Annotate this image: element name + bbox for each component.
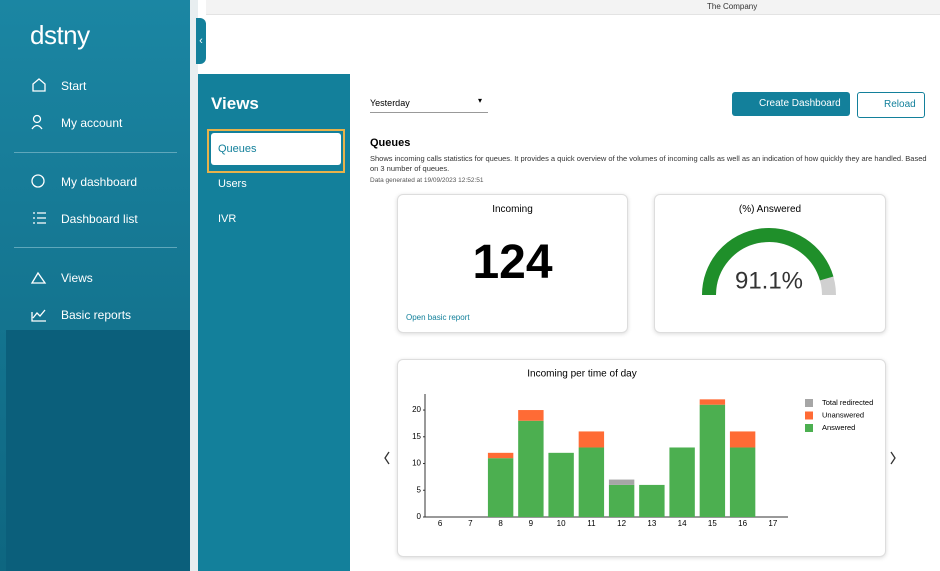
legend-swatch (805, 424, 813, 432)
nav-item[interactable]: My account (61, 116, 123, 130)
bar-segment (518, 420, 544, 517)
chart-title: Incoming per time of day (527, 369, 637, 380)
y-tick-label: 20 (412, 405, 421, 414)
gauge-value: 91.1% (735, 267, 803, 294)
x-tick-label: 16 (738, 519, 747, 528)
x-tick-label: 13 (647, 519, 656, 528)
legend-label: Total redirected (822, 398, 873, 407)
selected-item (211, 133, 341, 165)
divider (190, 0, 198, 571)
incoming-value: 124 (472, 236, 553, 289)
y-tick-label: 5 (417, 485, 422, 494)
bar-segment (608, 484, 635, 517)
x-tick-label: 17 (768, 519, 777, 528)
section-description: Shows incoming calls statistics for queu… (370, 154, 927, 173)
bar-segment (548, 452, 574, 517)
bar-segment (487, 452, 514, 459)
view-item[interactable]: IVR (218, 213, 237, 225)
x-tick-label: 15 (708, 519, 717, 528)
incoming-card: Incoming 124 Open basic report (397, 194, 628, 333)
bar-segment (578, 431, 605, 448)
y-tick-label: 15 (412, 432, 421, 441)
view-item[interactable]: Queues (218, 143, 257, 155)
create-button[interactable]: Create Dashboard (732, 92, 850, 116)
chart-card (397, 359, 886, 557)
top-bar: The Company (206, 0, 940, 15)
generated: Data generated at 19/09/2023 12:52:51 (370, 177, 484, 184)
views-panel: Views Queues Users IVR (198, 74, 350, 571)
x-tick-label: 12 (617, 519, 626, 528)
create-label: Create Dashboard (759, 98, 841, 109)
bar-segment (487, 458, 514, 517)
legend-swatch (805, 411, 813, 420)
collapse-button[interactable]: ‹ (196, 18, 206, 64)
report-link[interactable]: Open basic report (406, 313, 470, 322)
nav-item[interactable]: Basic reports (61, 308, 132, 322)
bar-segment (578, 447, 605, 517)
focus-ring (207, 129, 345, 173)
sidebar-lower (6, 330, 190, 571)
bar-segment (729, 447, 756, 517)
reload-label: Reload (884, 99, 916, 110)
period-select[interactable]: Yesterday ▾ (370, 96, 488, 113)
card-title: (%) Answered (738, 204, 802, 215)
caret: ▾ (478, 96, 483, 105)
bar-segment (639, 484, 665, 517)
period: Yesterday (370, 98, 410, 108)
nav-item[interactable]: Start (61, 79, 87, 93)
reload-button[interactable]: Reload (857, 92, 925, 118)
views-title: Views (211, 94, 259, 113)
section-title: Queues (370, 137, 411, 149)
nav-icons (30, 78, 47, 322)
y-tick-label: 10 (412, 459, 421, 468)
bar-segment (669, 447, 695, 517)
legend-label: Answered (822, 423, 855, 432)
gauge-card: (%) Answered (654, 194, 886, 333)
nav-item[interactable]: Dashboard list (61, 212, 138, 226)
x-tick-label: 9 (529, 519, 534, 528)
bar-segment (518, 410, 544, 421)
bar-segment (699, 399, 726, 405)
legend-label: Unanswered (822, 410, 864, 419)
x-tick-label: 7 (468, 519, 473, 528)
x-tick-label: 6 (438, 519, 443, 528)
nav-item[interactable]: My dashboard (61, 175, 138, 189)
gauge-arc (702, 228, 834, 296)
x-tick-label: 10 (557, 519, 566, 528)
bar-segment (608, 479, 635, 485)
x-tick-label: 8 (498, 519, 503, 528)
view-item[interactable]: Users (218, 178, 247, 190)
y-tick-label: 0 (417, 512, 422, 521)
bar-segment (699, 404, 726, 517)
company: The Company (707, 2, 758, 11)
nav-item[interactable]: Views (61, 271, 93, 285)
x-tick-label: 11 (587, 519, 596, 528)
logo: dstny (30, 20, 90, 50)
legend-swatch (805, 399, 813, 407)
carousel-arrows[interactable] (384, 451, 896, 465)
card-title: Incoming (492, 204, 533, 215)
sidebar: dstny Start My account My dashboard Dash… (0, 0, 190, 571)
x-tick-label: 14 (678, 519, 687, 528)
separator (14, 247, 177, 248)
bar-segment (729, 431, 756, 448)
separator (14, 152, 177, 153)
